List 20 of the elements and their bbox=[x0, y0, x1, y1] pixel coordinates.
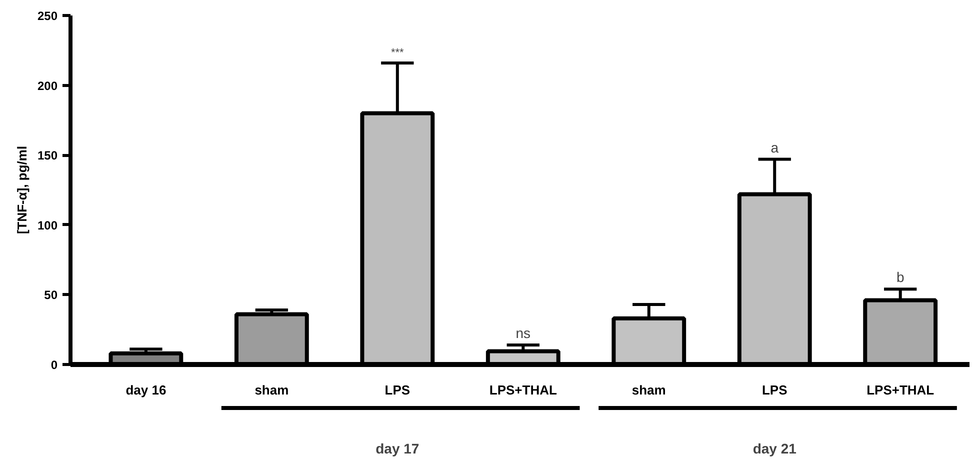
x-tick-label: LPS bbox=[762, 382, 788, 398]
annotation: *** bbox=[390, 46, 405, 59]
y-tick-label: 0 bbox=[50, 358, 58, 372]
y-tick-label: 250 bbox=[37, 9, 58, 23]
y-tick-label: 50 bbox=[44, 288, 58, 302]
y-tick-label: 100 bbox=[37, 218, 58, 232]
annotation: ns bbox=[516, 324, 531, 341]
x-tick-label: day 16 bbox=[126, 382, 166, 398]
y-tick-label: 200 bbox=[37, 78, 58, 93]
text: day 17 bbox=[376, 440, 420, 456]
x-tick-label: LPS+THAL bbox=[866, 382, 934, 398]
x-tick-label: LPS bbox=[384, 382, 410, 398]
text: day 21 bbox=[752, 440, 797, 456]
x-tick-label: LPS+THAL bbox=[489, 382, 557, 398]
x-tick-label: sham bbox=[632, 382, 666, 398]
y-axis-title: [TNF-α], pg/ml bbox=[14, 146, 30, 234]
annotation: b bbox=[896, 269, 904, 286]
y-tick-label: 150 bbox=[37, 148, 58, 163]
x-tick-label: sham bbox=[254, 382, 289, 398]
annotation: a bbox=[770, 139, 779, 156]
